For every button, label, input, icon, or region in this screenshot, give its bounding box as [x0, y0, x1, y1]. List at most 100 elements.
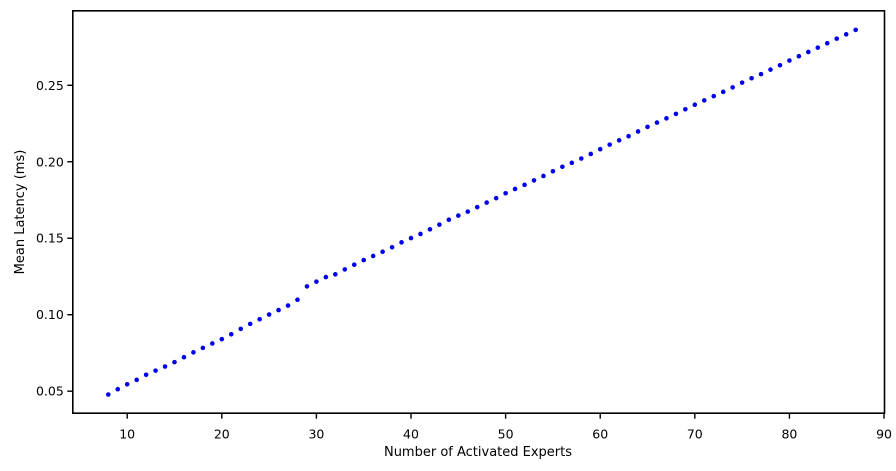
- data-point: [626, 133, 631, 139]
- data-point: [389, 244, 395, 250]
- data-point: [115, 386, 121, 392]
- y-tick-label: 0.25: [36, 78, 64, 93]
- data-point: [701, 98, 707, 103]
- data-point: [143, 372, 149, 378]
- data-point: [579, 156, 584, 161]
- data-point: [342, 267, 348, 272]
- data-point: [257, 316, 262, 322]
- data-point: [304, 284, 310, 289]
- data-point: [465, 209, 471, 214]
- data-point: [758, 71, 764, 77]
- data-point: [247, 321, 253, 327]
- data-point: [162, 364, 168, 369]
- data-point: [285, 303, 291, 308]
- data-point: [531, 178, 537, 183]
- data-point: [730, 85, 735, 90]
- x-tick-label: 60: [592, 427, 608, 442]
- data-point: [418, 231, 423, 237]
- data-point: [683, 107, 688, 112]
- y-tick-label: 0.20: [36, 154, 64, 169]
- data-point: [796, 53, 802, 59]
- data-point: [541, 173, 546, 179]
- data-point: [560, 164, 565, 170]
- data-point: [427, 227, 433, 232]
- data-point: [361, 257, 367, 263]
- data-point: [105, 392, 111, 397]
- data-point: [370, 253, 376, 259]
- x-axis-label: Number of Activated Experts: [384, 445, 572, 460]
- plot-box-spines: [72, 10, 886, 414]
- data-point: [588, 151, 594, 157]
- data-point: [645, 124, 650, 130]
- data-point: [333, 272, 338, 277]
- x-tick-label: 70: [687, 427, 703, 442]
- data-point: [474, 204, 480, 210]
- data-point: [692, 102, 698, 108]
- data-point: [720, 89, 726, 95]
- data-point: [181, 354, 187, 360]
- data-point: [266, 312, 272, 317]
- x-tick-label: 20: [214, 427, 230, 442]
- plot-area: [72, 10, 885, 414]
- data-point: [739, 80, 745, 85]
- data-point: [777, 62, 783, 68]
- data-point: [446, 217, 452, 223]
- data-point: [191, 350, 196, 355]
- data-point: [351, 262, 357, 267]
- axis-ticks: 10 20 30 40 50 60 70 80 90 0.05 0.10 0.15 0.20 0.25: [36, 78, 892, 442]
- data-point: [210, 341, 215, 346]
- data-point: [399, 240, 404, 245]
- data-point: [276, 307, 281, 313]
- data-point: [228, 331, 234, 337]
- data-point: [569, 160, 575, 166]
- x-tick-label: 30: [308, 427, 324, 442]
- data-point: [456, 213, 461, 218]
- y-tick-label: 0.15: [36, 231, 64, 246]
- data-point: [238, 326, 244, 332]
- data-point: [323, 274, 329, 280]
- x-tick-label: 40: [403, 427, 419, 442]
- data-point: [503, 190, 508, 196]
- data-point: [787, 58, 792, 63]
- data-point: [172, 359, 177, 365]
- data-point: [834, 36, 840, 41]
- data-point: [824, 40, 830, 46]
- data-point: [749, 75, 754, 81]
- data-point: [843, 32, 849, 37]
- x-tick-label: 80: [781, 427, 797, 442]
- x-tick-label: 90: [876, 427, 892, 442]
- data-point: [134, 377, 139, 383]
- data-point: [124, 381, 130, 387]
- data-point: [200, 345, 206, 351]
- y-tick-label: 0.05: [36, 384, 64, 399]
- x-tick-label: 10: [119, 427, 135, 442]
- data-point: [635, 129, 641, 134]
- data-point: [607, 142, 612, 147]
- data-point: [654, 120, 660, 125]
- data-point: [664, 116, 669, 121]
- data-point: [512, 186, 518, 192]
- y-axis-label: Mean Latency (ms): [13, 150, 28, 275]
- data-point: [493, 195, 499, 201]
- x-tick-label: 50: [498, 427, 514, 442]
- data-point: [295, 297, 300, 303]
- data-point: [153, 368, 158, 373]
- data-point: [806, 49, 811, 55]
- data-point: [616, 138, 622, 143]
- data-point: [380, 249, 385, 254]
- data-point: [597, 146, 603, 152]
- data-point: [408, 235, 414, 241]
- data-point: [522, 182, 527, 188]
- data-point: [853, 27, 858, 33]
- data-point: [768, 67, 773, 72]
- y-tick-label: 0.10: [36, 307, 64, 322]
- data-point: [437, 222, 442, 227]
- scatter-points: [105, 27, 858, 397]
- data-point: [673, 111, 679, 117]
- data-point: [550, 168, 556, 174]
- data-point: [711, 93, 717, 99]
- data-point: [219, 336, 225, 342]
- data-point: [815, 45, 821, 50]
